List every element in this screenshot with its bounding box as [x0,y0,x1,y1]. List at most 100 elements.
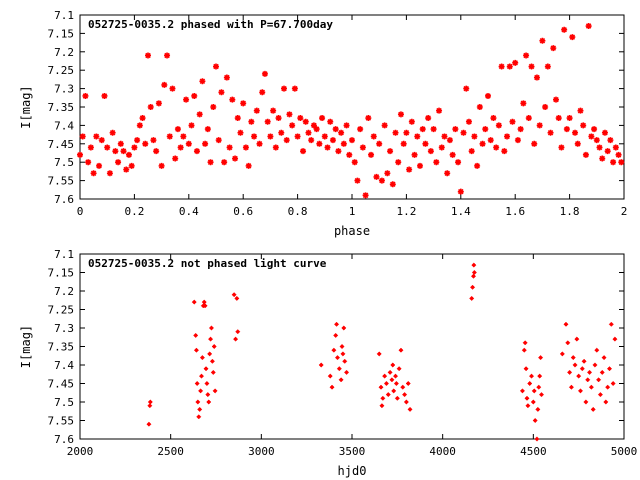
x-tick-label: 4000 [429,445,456,458]
data-point [142,140,149,147]
data-point [109,129,116,136]
data-point [150,137,157,144]
unphased-light-curve-plot: 2000 2500 3000 3500 4000 4500 5000 7.1 7.15 7.2 7.… [19,248,637,478]
data-point [172,155,179,162]
data-point [338,129,345,136]
data-point [612,336,618,342]
data-point [572,362,578,368]
data-point [346,151,353,158]
data-point [234,295,240,301]
data-point [316,140,323,147]
data-point [147,403,153,409]
data-point [334,321,340,327]
data-point [146,421,152,427]
data-point [327,373,333,379]
data-point [240,100,247,107]
data-point [381,122,388,129]
chart-title: 052725-0035.2 phased with P=67.700day [88,18,333,31]
x-tick-label: 0.2 [124,205,144,218]
data-point [229,96,236,103]
data-point [485,92,491,99]
data-point [329,137,336,144]
data-point [376,140,383,147]
data-point [332,126,339,133]
data-point [193,347,199,353]
data-point [234,115,241,122]
data-point [547,129,554,136]
data-point [382,373,388,379]
data-point [380,395,386,401]
data-point [596,144,603,151]
data-point [568,384,574,390]
data-point [77,151,83,158]
y-tick-label: 7.55 [48,175,75,188]
data-point [476,104,483,110]
data-point [210,369,216,375]
x-axis-label: hjd0 [338,464,367,478]
data-point [389,181,396,188]
x-tick-label: 3500 [339,445,366,458]
data-point [333,332,339,338]
data-point [211,343,217,350]
data-point [368,151,375,158]
data-point [411,151,418,158]
data-point [469,295,475,301]
data-point [362,192,369,199]
data-point [233,336,239,342]
data-point [498,63,505,70]
data-point [327,118,334,125]
data-point [586,369,593,375]
data-point [522,340,528,346]
data-point [207,351,213,357]
data-point [256,140,263,147]
data-point [164,52,171,59]
data-point [422,140,429,147]
data-point [155,100,162,107]
data-point [449,151,456,158]
data-point [532,417,538,424]
data-point [198,373,205,379]
data-point [599,155,606,162]
data-point [389,377,395,383]
data-point [245,162,252,169]
data-point [344,369,350,375]
data-point [460,129,467,136]
data-point [188,122,195,129]
data-point [387,369,393,375]
data-point [563,321,569,327]
data-point [603,399,609,405]
data-point [594,347,600,353]
x-tick-label: 2 [621,205,628,218]
data-point [196,414,202,420]
x-tick-label: 5000 [611,445,638,458]
data-point [574,140,581,147]
x-axis-label: phase [334,224,370,238]
data-point [349,137,355,144]
data-point [379,403,385,409]
data-point [531,140,538,147]
data-point [208,336,214,342]
data-point [452,126,459,133]
y-tick-label: 7.5 [54,396,74,409]
data-point [161,81,168,88]
data-point [520,100,527,107]
data-point [558,144,565,151]
data-point [174,126,181,133]
data-point [601,129,608,136]
data-point [495,122,502,129]
data-point [123,166,130,173]
data-point [392,373,399,379]
data-point [291,85,298,92]
data-point [574,336,580,342]
data-point [479,140,486,147]
data-point [525,403,531,409]
data-point [101,92,108,99]
data-point [539,37,546,44]
data-point [378,177,385,184]
data-point [294,133,301,140]
data-point [378,384,384,390]
data-point [533,74,540,81]
data-point [610,380,616,387]
data-point [365,115,372,122]
data-point [115,159,122,166]
